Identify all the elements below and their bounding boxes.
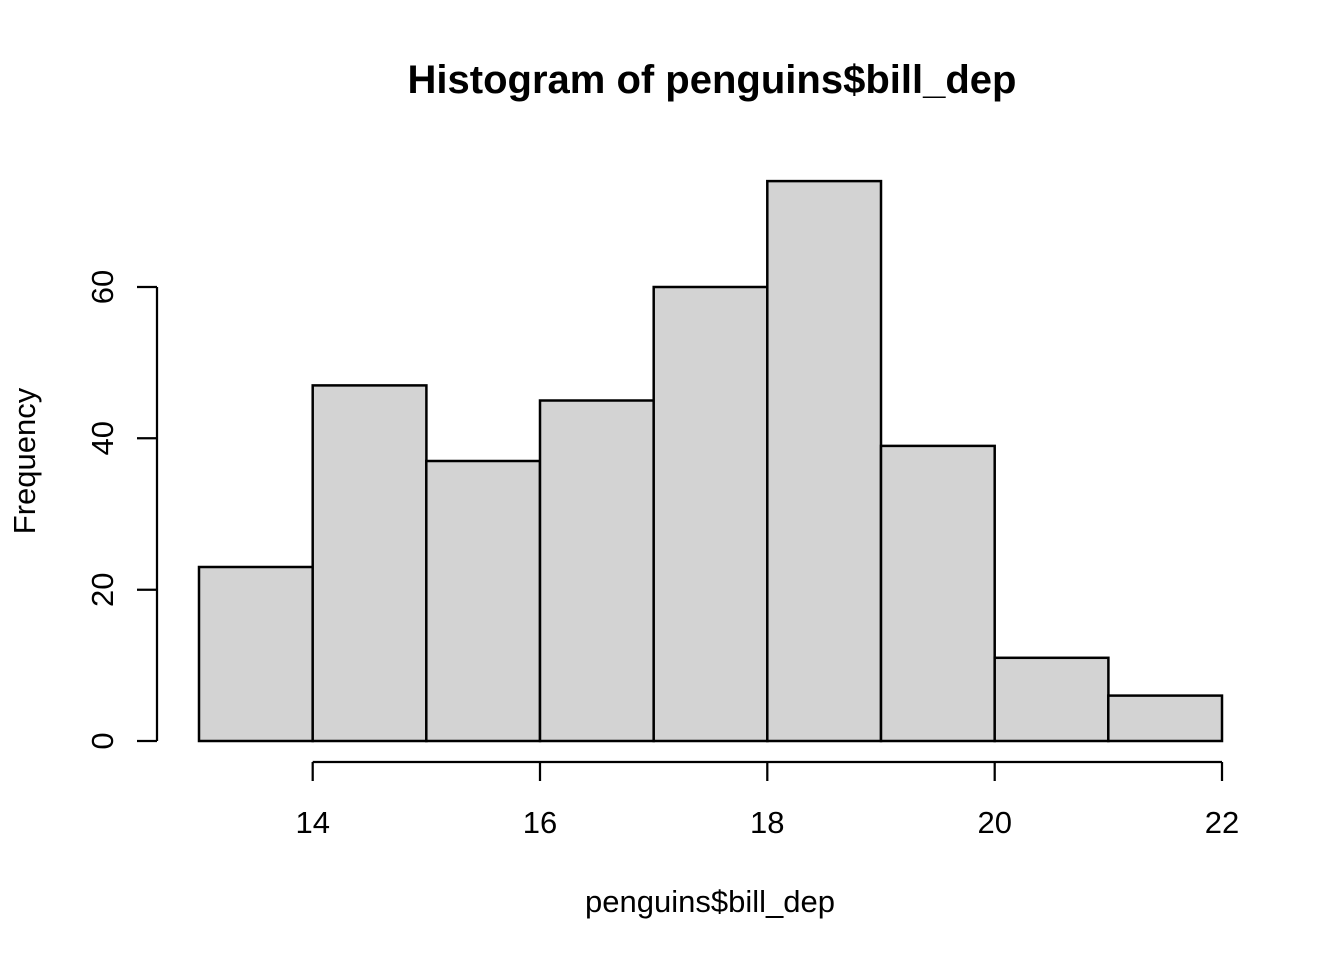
x-tick-label: 18 (750, 805, 784, 840)
x-axis-title: penguins$bill_dep (585, 884, 835, 919)
x-axis: 14 16 18 20 22 (295, 760, 1239, 840)
x-tick-label: 16 (523, 805, 557, 840)
x-tick-label: 20 (977, 805, 1011, 840)
histogram-bar (311, 384, 428, 743)
chart-title: Histogram of penguins$bill_dep (408, 58, 1017, 102)
y-axis: 0 20 40 60 (85, 270, 159, 750)
y-tick-label: 20 (85, 572, 120, 606)
y-tick-label: 0 (85, 732, 120, 749)
histogram-bar (425, 459, 542, 743)
histogram-bar (538, 399, 655, 743)
bars-group (197, 179, 1224, 743)
histogram-bar (993, 656, 1110, 743)
y-axis-title: Frequency (7, 387, 42, 534)
y-tick-label: 40 (85, 421, 120, 455)
histogram-bar (197, 565, 314, 743)
y-tick-label: 60 (85, 270, 120, 304)
histogram-bar (879, 444, 996, 743)
histogram-bar (766, 179, 883, 743)
x-tick-label: 14 (295, 805, 329, 840)
histogram-bar (652, 285, 769, 743)
histogram-bar (1107, 694, 1224, 743)
x-tick-label: 22 (1205, 805, 1239, 840)
